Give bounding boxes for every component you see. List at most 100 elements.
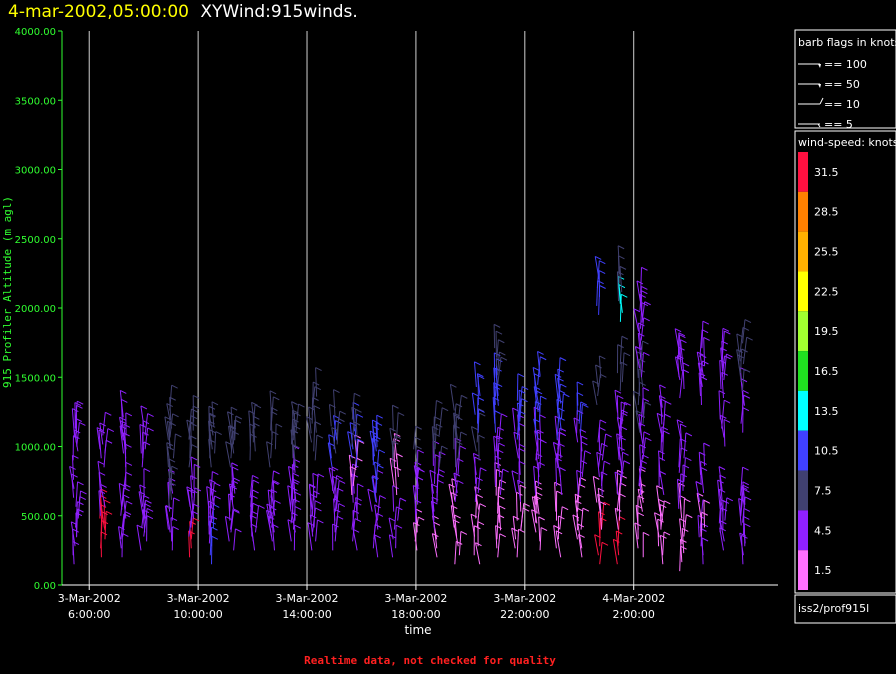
barb-stem	[251, 402, 256, 429]
barb-stem	[616, 271, 620, 302]
wind-barb	[371, 419, 380, 461]
barb-flag	[415, 508, 423, 513]
barb-flag	[477, 521, 485, 526]
barb-stem	[534, 430, 539, 452]
wind-barb	[717, 466, 726, 509]
barb-flag	[248, 410, 256, 415]
barb-stem	[271, 396, 274, 422]
wind-barb	[188, 395, 200, 440]
barb-flag	[273, 470, 280, 475]
barb-flag	[623, 352, 631, 357]
barb-stem	[663, 401, 666, 426]
barb-flag	[597, 487, 605, 492]
color-swatch	[798, 271, 808, 312]
barb-flag	[298, 403, 305, 408]
barb-stem	[190, 518, 194, 540]
color-scale-label: 19.5	[814, 325, 839, 338]
barb-flag	[665, 400, 672, 405]
source-box	[794, 594, 896, 624]
quality-warning: Realtime data, not checked for quality	[304, 654, 556, 667]
barb-flag	[718, 390, 726, 395]
wind-barb	[249, 474, 260, 516]
barb-stem	[210, 471, 213, 496]
wind-barb	[96, 427, 113, 468]
barb-stem	[659, 384, 663, 408]
barb-flag	[231, 479, 239, 484]
barb-stem	[307, 522, 313, 551]
barb-stem	[392, 485, 395, 512]
barb-flag	[147, 413, 154, 418]
barb-flag	[656, 485, 663, 490]
barb-stem	[290, 481, 293, 509]
barb-flag	[726, 353, 733, 358]
barb-stem	[520, 508, 524, 530]
barb-stem	[535, 486, 538, 514]
wind-barb	[119, 416, 132, 468]
barb-flag	[100, 483, 107, 488]
barb-stem	[496, 514, 499, 540]
barb-flag	[338, 503, 345, 508]
x-tick-label-date: 3-Mar-2002	[384, 592, 447, 605]
barb-flag	[190, 456, 198, 461]
barb-flag	[618, 516, 626, 520]
barb-stem	[719, 475, 723, 500]
barb-flag	[601, 471, 608, 476]
wind-barb	[228, 466, 240, 530]
barb-flag	[582, 403, 589, 408]
barb-flag	[333, 389, 340, 394]
barb-stem	[373, 461, 378, 484]
barb-stem	[641, 431, 645, 454]
barb-flag	[676, 419, 684, 424]
barb-flag	[316, 434, 324, 439]
barb-stem	[438, 407, 443, 436]
barb-stem	[683, 457, 686, 482]
wind-barb	[515, 484, 530, 530]
barb-stem	[349, 466, 353, 496]
y-tick-label: 3000.00	[15, 166, 56, 177]
barb-flag	[501, 413, 508, 418]
barb-stem	[208, 516, 212, 544]
color-swatch	[798, 311, 808, 352]
barb-stem	[696, 493, 702, 519]
wind-barb	[472, 452, 487, 502]
barb-stem	[431, 533, 438, 558]
barb-flag	[72, 528, 79, 533]
barb-stem	[453, 403, 457, 429]
barb-flag	[511, 470, 519, 475]
barb-legend-title: barb flags in knots	[798, 36, 896, 49]
barb-flag	[119, 425, 127, 430]
color-swatch	[798, 430, 808, 471]
barb-stem	[579, 404, 583, 433]
barb-flag	[77, 481, 84, 486]
barb-stem	[104, 428, 109, 454]
barb-stem	[679, 473, 682, 500]
barb-stem	[555, 530, 562, 558]
barb-flag	[743, 507, 751, 512]
barb-stem	[640, 317, 645, 341]
barb-stem	[164, 416, 169, 441]
barb-flag	[338, 418, 345, 423]
barb-flag	[187, 489, 195, 494]
wind-barb	[188, 487, 202, 537]
wind-barb	[69, 454, 87, 516]
barb-flag	[294, 491, 302, 496]
barb-flag	[497, 426, 505, 431]
barb-stem	[740, 348, 743, 374]
barb-flag	[126, 500, 133, 505]
barb-flag	[593, 475, 600, 480]
barb-stem	[698, 452, 702, 475]
barb-stem	[495, 339, 499, 367]
wind-barb	[351, 392, 362, 447]
barb-stem	[104, 511, 107, 540]
barb-stem	[167, 446, 172, 473]
barb-flag	[621, 361, 628, 366]
barb-flag	[308, 406, 315, 411]
barb-flag	[417, 516, 425, 521]
barb-stem	[614, 390, 618, 413]
x-tick-label-date: 3-Mar-2002	[58, 592, 121, 605]
barb-flag	[441, 407, 449, 412]
wind-barb	[470, 486, 487, 537]
y-axis-label: 915 Profiler Altitude (m agl)	[1, 196, 14, 388]
barb-stem	[308, 406, 312, 434]
barb-flag	[374, 524, 382, 528]
